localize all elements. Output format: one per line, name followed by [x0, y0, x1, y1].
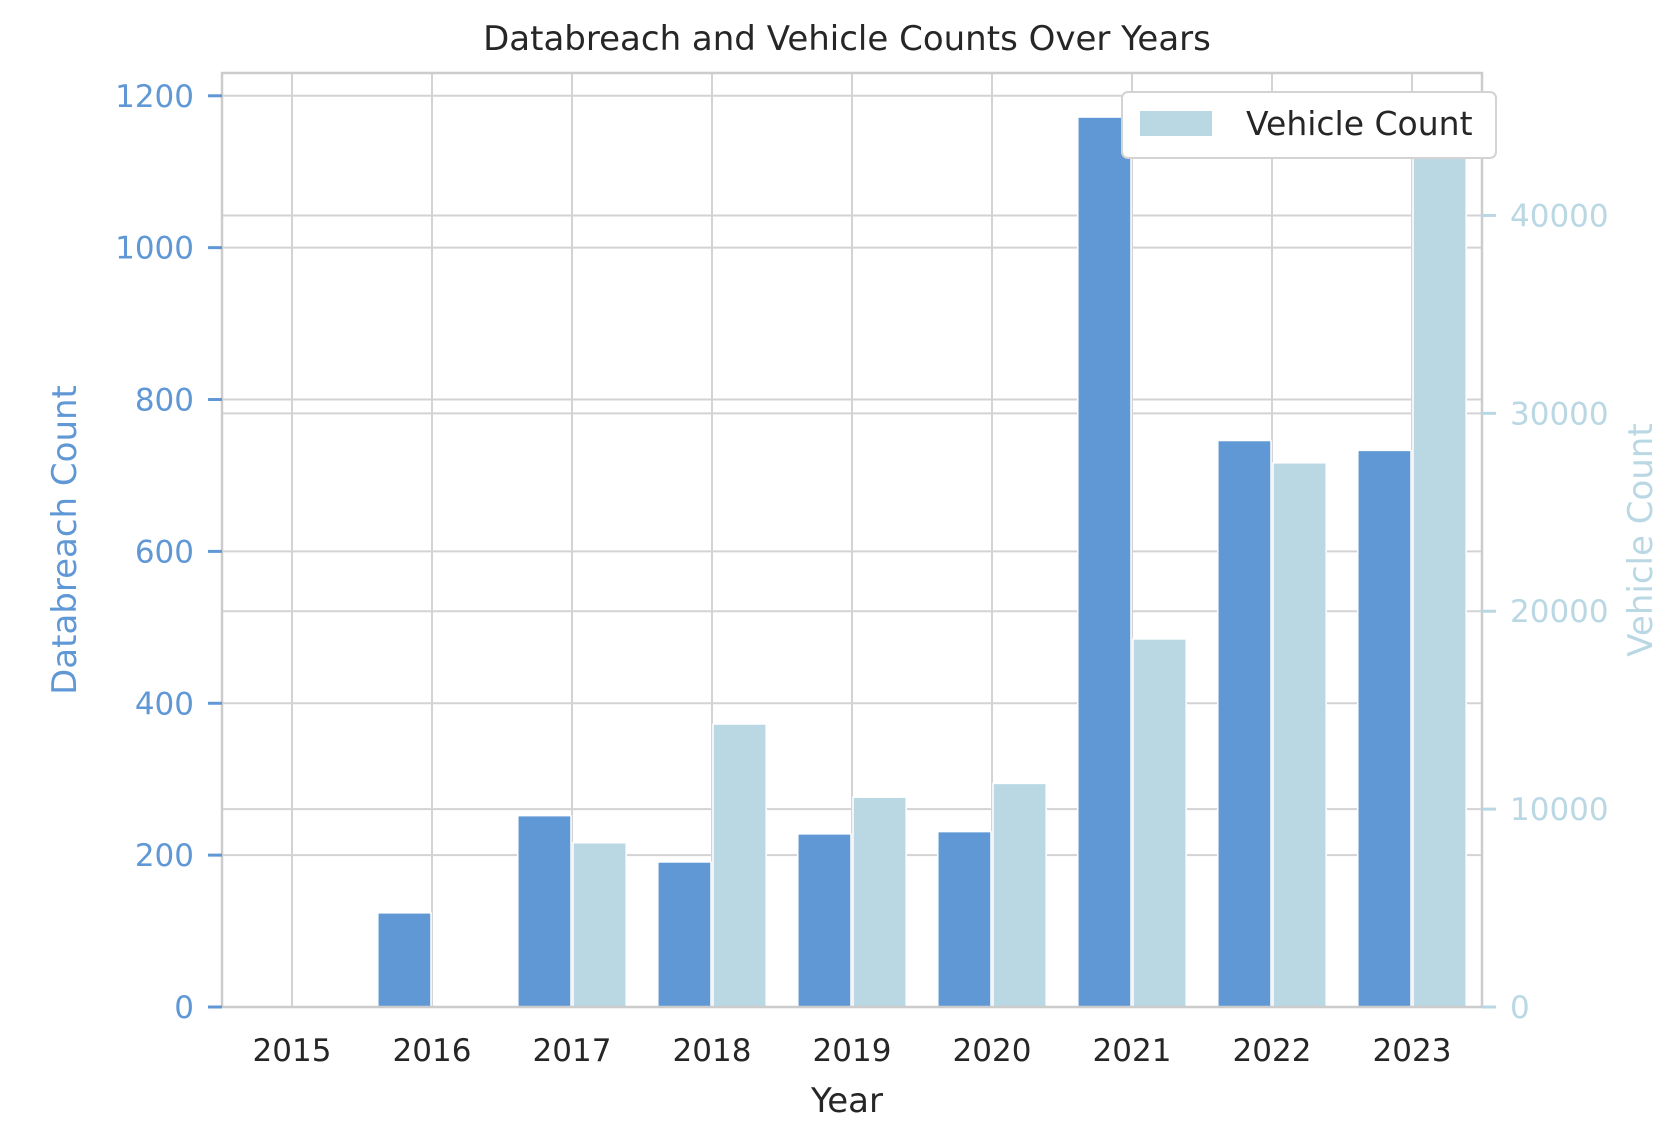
bar-databreach-2018 [657, 861, 712, 1008]
y-left-tick-label: 800 [135, 383, 194, 419]
bar-vehicle-2017 [572, 842, 627, 1008]
y-left-tick-label: 200 [135, 838, 194, 874]
plot-frame [220, 71, 1484, 1009]
x-tick-label: 2023 [1373, 1033, 1452, 1069]
bar-vehicle-2022 [1272, 462, 1327, 1008]
bar-vehicle-2021 [1132, 638, 1187, 1008]
y-left-tick-label: 600 [135, 534, 194, 570]
bars [377, 115, 1467, 1008]
y-right-tick-label: 0 [1510, 990, 1530, 1026]
x-tick-label: 2016 [393, 1033, 472, 1069]
x-tick-label: 2022 [1233, 1033, 1312, 1069]
x-axis-label: Year [810, 1081, 883, 1121]
y-axis-right-label: Vehicle Count [1621, 423, 1661, 656]
y-right-tick-label: 30000 [1510, 396, 1609, 432]
legend-label-vehicle-count: Vehicle Count [1246, 104, 1473, 143]
bar-databreach-2022 [1217, 439, 1272, 1008]
bar-vehicle-2018 [712, 723, 767, 1008]
bar-vehicle-2019 [852, 796, 907, 1008]
chart-title: Databreach and Vehicle Counts Over Years [483, 19, 1211, 59]
y-right-tick-label: 10000 [1510, 792, 1609, 828]
x-tick-label: 2020 [953, 1033, 1032, 1069]
bar-databreach-2016 [377, 912, 432, 1008]
legend-swatch-vehicle-count [1140, 111, 1212, 136]
bar-databreach-2023 [1357, 449, 1412, 1008]
y-left-tick-label: 0 [174, 990, 194, 1026]
bar-vehicle-2020 [992, 782, 1047, 1008]
x-tick-label: 2021 [1093, 1033, 1172, 1069]
x-tick-label: 2018 [673, 1033, 752, 1069]
y-right-tick-label: 40000 [1510, 198, 1609, 234]
y-left-tick-label: 1200 [115, 79, 194, 115]
bar-databreach-2017 [517, 814, 572, 1008]
bar-databreach-2021 [1077, 116, 1132, 1008]
axis-ticks: 0 200 400 600 800 1000 1200 0 10000 20000 30000 400… [115, 79, 1609, 1069]
legend-box [1121, 91, 1497, 159]
y-left-tick-label: 400 [135, 686, 194, 722]
y-right-tick-label: 20000 [1510, 594, 1609, 630]
bar-vehicle-2023 [1412, 115, 1467, 1008]
x-tick-label: 2015 [253, 1033, 332, 1069]
y-left-tick-label: 1000 [115, 231, 194, 267]
bar-databreach-2019 [797, 833, 852, 1008]
y-axis-left-label: Databreach Count [45, 385, 85, 695]
bar-databreach-2020 [937, 830, 992, 1008]
x-tick-label: 2019 [813, 1033, 892, 1069]
legend: Vehicle Count [1121, 91, 1497, 159]
x-tick-label: 2017 [533, 1033, 612, 1069]
